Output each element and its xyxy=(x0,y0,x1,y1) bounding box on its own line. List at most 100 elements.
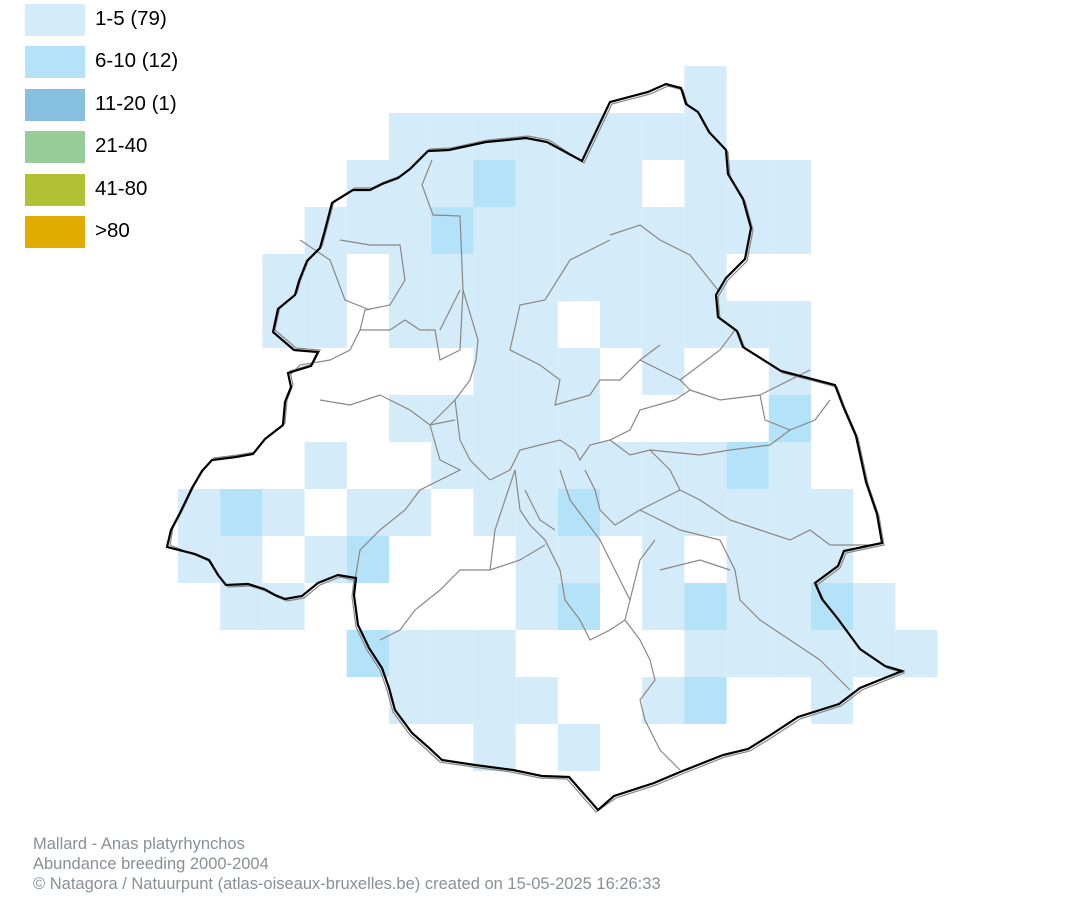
grid-cell xyxy=(811,489,854,536)
grid-cell xyxy=(389,160,432,207)
grid-cell xyxy=(684,583,727,630)
grid-cell xyxy=(557,348,600,395)
grid-cell xyxy=(642,583,685,630)
grid-cell xyxy=(262,489,305,536)
grid-cell xyxy=(726,583,769,630)
grid-cell xyxy=(515,677,558,724)
grid-cell xyxy=(600,113,643,160)
grid-cell xyxy=(473,113,516,160)
grid-cell xyxy=(473,395,516,442)
grid-cell xyxy=(431,677,474,724)
brussels-map xyxy=(165,66,938,813)
grid-cell xyxy=(557,724,600,771)
legend-swatch xyxy=(25,4,85,36)
grid-cell xyxy=(178,536,221,583)
legend-label: 41-80 xyxy=(95,176,148,200)
grid-cell xyxy=(600,207,643,254)
grid-cell xyxy=(557,160,600,207)
grid-cell xyxy=(473,630,516,677)
grid-cell xyxy=(768,207,811,254)
grid-cell xyxy=(895,630,938,677)
grid-cell xyxy=(726,301,769,348)
grid-cell xyxy=(684,489,727,536)
grid-cell xyxy=(557,583,600,630)
grid-cell xyxy=(346,536,389,583)
grid-cell xyxy=(262,254,305,301)
grid-cell xyxy=(473,724,516,771)
grid-cell xyxy=(220,489,263,536)
grid-cell xyxy=(642,677,685,724)
grid-cell xyxy=(389,207,432,254)
grid-cell xyxy=(600,301,643,348)
grid-cell xyxy=(811,630,854,677)
legend-label: 21-40 xyxy=(95,134,148,158)
legend-label: 1-5 (79) xyxy=(95,7,167,30)
grid-cell xyxy=(431,630,474,677)
species-name: Mallard - Anas platyrhynchos xyxy=(33,835,245,853)
grid-cell xyxy=(684,442,727,489)
grid-cell xyxy=(389,254,432,301)
grid-cell xyxy=(684,301,727,348)
grid-cell xyxy=(389,489,432,536)
grid-cell xyxy=(600,254,643,301)
grid-cell xyxy=(220,536,263,583)
grid-cell xyxy=(304,254,347,301)
grid-cell xyxy=(178,489,221,536)
grid-cell xyxy=(642,113,685,160)
grid-cell xyxy=(304,442,347,489)
grid-cell xyxy=(642,254,685,301)
municipality-borders xyxy=(289,159,870,771)
grid-cell xyxy=(642,207,685,254)
legend-swatch xyxy=(25,46,85,79)
legend-swatch xyxy=(25,131,85,164)
grid-cell xyxy=(473,160,516,207)
grid-cell xyxy=(600,160,643,207)
grid-cell xyxy=(389,677,432,724)
grid-cell xyxy=(515,583,558,630)
grid-cell xyxy=(811,536,854,583)
grid-cell xyxy=(515,536,558,583)
legend-label: >80 xyxy=(95,218,130,242)
grid-cell xyxy=(684,677,727,724)
grid-cell xyxy=(515,207,558,254)
grid-cell xyxy=(768,301,811,348)
grid-cell xyxy=(853,583,896,630)
grid-cell xyxy=(768,489,811,536)
grid-cell xyxy=(431,160,474,207)
grid-cell xyxy=(557,536,600,583)
grid-cell xyxy=(304,301,347,348)
grid-cell xyxy=(726,536,769,583)
grid-cell xyxy=(220,583,263,630)
grid-cell xyxy=(515,395,558,442)
grid-cell xyxy=(473,207,516,254)
grid-cell xyxy=(473,442,516,489)
grid-cell xyxy=(515,160,558,207)
grid-cell xyxy=(473,348,516,395)
grid-cell xyxy=(557,207,600,254)
grid-cell xyxy=(768,160,811,207)
grid-cell xyxy=(642,442,685,489)
grid-cell xyxy=(768,536,811,583)
grid-cell xyxy=(346,489,389,536)
grid-cell xyxy=(389,113,432,160)
legend-swatch xyxy=(25,215,85,248)
grid-cell xyxy=(473,489,516,536)
grid-cell xyxy=(557,442,600,489)
grid-cell xyxy=(768,630,811,677)
region-boundary xyxy=(165,82,906,812)
grid-cell xyxy=(726,630,769,677)
grid-cell xyxy=(389,630,432,677)
grid-cell xyxy=(684,66,727,113)
grid-cell xyxy=(515,254,558,301)
grid-cell xyxy=(473,677,516,724)
grid-cell xyxy=(684,630,727,677)
grid-cell xyxy=(515,301,558,348)
grid-cell xyxy=(684,113,727,160)
grid-cell xyxy=(389,301,432,348)
grid-cell xyxy=(431,113,474,160)
credit-line: © Natagora / Natuurpunt (atlas-oiseaux-b… xyxy=(33,875,661,893)
grid-cell xyxy=(768,583,811,630)
map-footer: Mallard - Anas platyrhynchos Abundance b… xyxy=(33,834,661,894)
grid-cell xyxy=(853,630,896,677)
grid-cell xyxy=(811,677,854,724)
